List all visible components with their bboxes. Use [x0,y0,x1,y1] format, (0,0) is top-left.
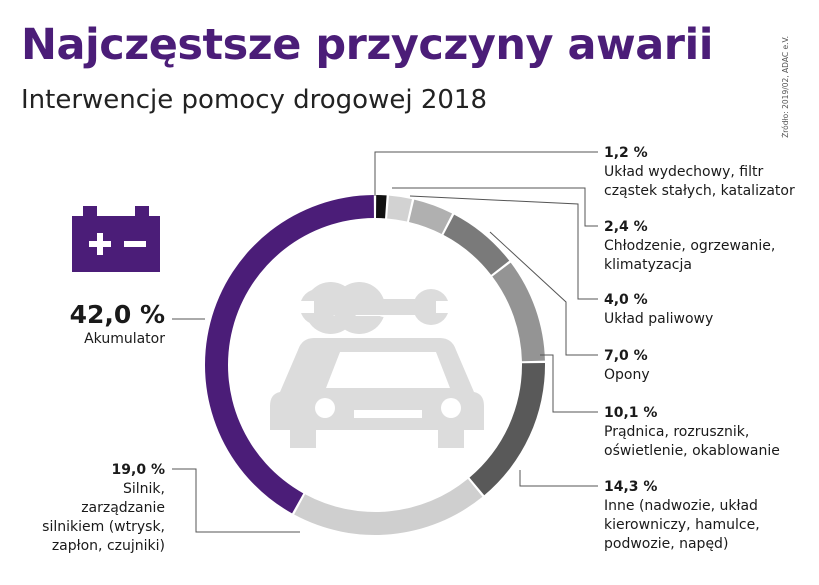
leader-line-opony [489,231,598,356]
slice-value: 10,1 % [604,405,658,421]
wrench-icon [296,289,454,325]
slice-caption: Prądnica, rozrusznik, [604,424,750,440]
slice-label-opony: 7,0 % Opony [604,347,650,385]
slice-value: 2,4 % [604,219,648,235]
leader-line-wydech [374,151,598,196]
slice-label-akumulator: 42,0 % Akumulator [70,300,165,349]
donut-slice-paliwowy [408,199,453,234]
slice-label-silnik: 19,0 % Silnik, zarządzanie silnikiem (wtrys… [42,461,165,556]
slice-caption: Układ paliwowy [604,311,714,327]
leader-lines [172,151,598,533]
slice-value: 7,0 % [604,348,648,364]
donut-slice-chlodzenie [387,195,412,222]
leader-line-inne [519,470,598,487]
slice-caption: Opony [604,367,650,383]
slice-label-inne: 14,3 % Inne (nadwozie, układ kierowniczy, … [604,478,760,554]
slice-caption: Układ wydechowy, filtr [604,164,764,180]
leader-line-pradnica [540,354,598,413]
leader-line-chlodzenie [392,187,598,227]
slice-label-paliwowy: 4,0 % Układ paliwowy [604,291,713,329]
slice-caption: kierowniczy, hamulce, [604,517,760,533]
leader-line-paliwowy [409,195,598,300]
donut-slices [204,195,546,536]
slice-caption: podwozie, napęd) [604,536,729,552]
slice-label-chlodzenie: 2,4 % Chłodzenie, ogrzewanie, klimatyzacja [604,218,775,275]
donut-slice-pradnica [492,262,545,362]
donut-slice-opony [443,214,510,275]
slice-caption: cząstek stałych, katalizator [604,183,795,199]
leader-line-silnik [172,468,300,533]
page-title: Najczęstsze przyczyny awarii [21,20,713,70]
slice-caption: silnikiem (wtrysk, [42,519,165,535]
slice-value: 42,0 % [69,300,165,329]
slice-caption: zarządzanie [81,500,165,516]
slice-value: 1,2 % [604,145,648,161]
slice-caption: zapłon, czujniki) [51,538,165,554]
donut-slice-wydech [376,195,387,219]
slice-caption: oświetlenie, okablowanie [604,443,780,459]
slice-caption: Inne (nadwozie, układ [604,498,758,514]
slice-value: 19,0 % [111,462,165,478]
slice-label-wydech: 1,2 % Układ wydechowy, filtr cząstek stały… [604,144,795,201]
page-subtitle: Interwencje pomocy drogowej 2018 [21,85,487,115]
battery-icon [72,206,160,272]
slice-label-pradnica: 10,1 % Prądnica, rozrusznik, oświetlenie, … [604,404,780,461]
slice-caption: Akumulator [84,331,165,347]
donut-slice-inne [469,362,546,496]
slice-value: 4,0 % [604,292,648,308]
slice-caption: Chłodzenie, ogrzewanie, [604,238,776,254]
donut-slice-silnik [294,478,483,536]
slice-caption: Silnik, [123,481,165,497]
donut-slice-akumulator [204,195,374,514]
slice-caption: klimatyzacja [604,257,692,273]
slice-value: 14,3 % [604,479,658,495]
